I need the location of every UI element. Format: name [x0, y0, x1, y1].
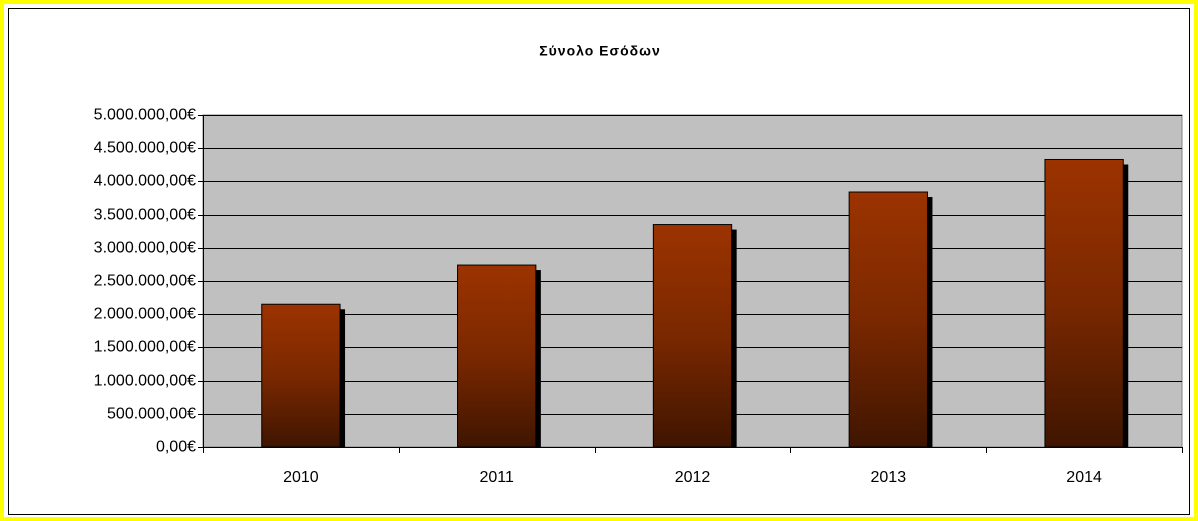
bar — [1044, 158, 1124, 448]
x-tick-label: 2014 — [1066, 469, 1102, 486]
bar — [848, 191, 928, 448]
y-tick-label: 3.500.000,00€ — [94, 207, 196, 224]
bar — [652, 224, 733, 448]
x-tick-label: 2013 — [871, 469, 907, 486]
y-tick-label: 500.000,00€ — [107, 406, 196, 423]
y-tick-label: 4.000.000,00€ — [94, 173, 196, 190]
x-tick-label: 2012 — [675, 469, 711, 486]
y-tick-label: 4.500.000,00€ — [94, 140, 196, 157]
y-tick-label: 1.500.000,00€ — [94, 339, 196, 356]
x-tick-label: 2010 — [283, 469, 319, 486]
y-tick-label: 5.000.000,00€ — [94, 107, 196, 124]
bar — [261, 303, 341, 448]
bar — [457, 264, 537, 448]
y-tick-label: 0,00€ — [156, 439, 196, 456]
y-tick-label: 2.500.000,00€ — [94, 273, 196, 290]
y-tick-label: 3.000.000,00€ — [94, 240, 196, 257]
y-tick-label: 2.000.000,00€ — [94, 306, 196, 323]
chart-title: Σύνολο Εσόδων — [539, 43, 661, 59]
x-tick-label: 2011 — [479, 469, 514, 486]
y-tick-label: 1.000.000,00€ — [94, 373, 196, 390]
